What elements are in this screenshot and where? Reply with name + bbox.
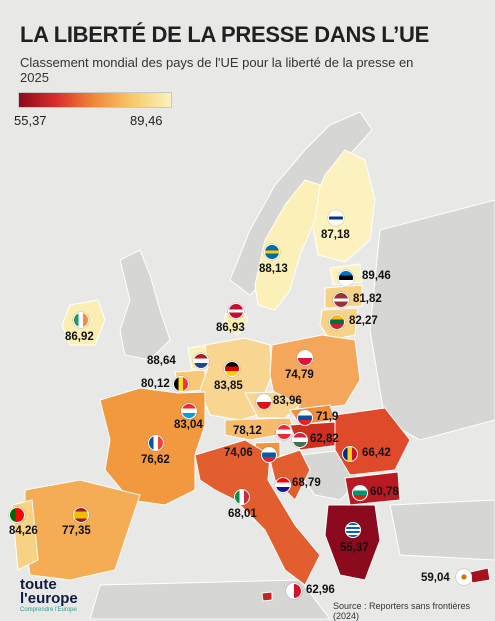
denmark-score-label: 86,93	[216, 322, 245, 334]
germany-score-label: 83,85	[214, 380, 243, 392]
logo-line-1: toute	[20, 576, 57, 593]
toute-leurope-logo: toute l'europe Comprendre l'Europe	[20, 576, 78, 614]
hungary-flag-icon	[292, 432, 308, 448]
greece-score-label: 55,37	[340, 542, 369, 554]
slovenia-score-label: 74,06	[224, 447, 253, 459]
lithuania-score-label: 82,27	[349, 315, 378, 327]
czechia-flag-icon	[256, 394, 272, 410]
germany-flag-icon	[224, 361, 240, 377]
north-africa-shape	[89, 579, 331, 619]
italy-flag-icon	[234, 489, 250, 505]
latvia-score-label: 81,82	[353, 293, 382, 305]
belgium-score-label: 80,12	[141, 378, 170, 390]
slovenia-flag-icon	[261, 447, 277, 463]
denmark-flag-icon	[228, 303, 244, 319]
sweden-score-label: 88,13	[259, 263, 288, 275]
cyprus-flag-icon	[456, 569, 472, 585]
luxembourg-score-label: 83,04	[174, 419, 203, 431]
legend-max-label: 89,46	[130, 113, 163, 128]
cyprus-shape	[469, 567, 491, 584]
finland-shape	[309, 149, 376, 263]
legend-min-label: 55,37	[14, 113, 47, 128]
legend-color-scale	[18, 92, 172, 108]
estonia-score-label: 89,46	[362, 270, 391, 282]
france-flag-icon	[148, 435, 164, 451]
turkey-shape	[389, 499, 495, 561]
poland-score-label: 74,79	[285, 369, 314, 381]
croatia-score-label: 68,79	[292, 477, 321, 489]
finland-score-label: 87,18	[321, 229, 350, 241]
lithuania-flag-icon	[329, 314, 345, 330]
logo-line-2: l'europe	[20, 590, 78, 607]
ireland-score-label: 86,92	[65, 331, 94, 343]
latvia-flag-icon	[333, 292, 349, 308]
greece-flag-icon	[345, 522, 361, 538]
czechia-score-label: 83,96	[273, 395, 302, 407]
poland-shape	[269, 334, 361, 411]
spain-flag-icon	[73, 507, 89, 523]
malta-shape	[261, 591, 273, 602]
malta-score-label: 62,96	[306, 584, 335, 596]
map-subtitle: Classement mondial des pays de l'UE pour…	[20, 55, 414, 85]
italy-score-label: 68,01	[228, 508, 257, 520]
portugal-flag-icon	[9, 507, 25, 523]
hungary-score-label: 62,82	[310, 433, 339, 445]
uk-shape	[119, 249, 171, 361]
france-score-label: 76,62	[141, 454, 170, 466]
estonia-flag-icon	[338, 270, 354, 286]
portugal-score-label: 84,26	[9, 525, 38, 537]
romania-flag-icon	[342, 446, 358, 462]
slovakia-flag-icon	[297, 410, 313, 426]
finland-flag-icon	[328, 210, 344, 226]
netherlands-flag-icon	[193, 353, 209, 369]
romania-score-label: 66,42	[362, 447, 391, 459]
sweden-flag-icon	[264, 244, 280, 260]
source-note: Source : Reporters sans frontières (2024…	[333, 601, 471, 621]
luxembourg-flag-icon	[181, 403, 197, 419]
cyprus-score-label: 59,04	[421, 572, 450, 584]
poland-flag-icon	[297, 350, 313, 366]
croatia-flag-icon	[275, 477, 291, 493]
sweden-shape	[254, 179, 321, 311]
croatia-shape	[269, 449, 311, 501]
bulgaria-score-label: 60,78	[370, 486, 399, 498]
east-europe-shape	[369, 199, 495, 441]
spain-score-label: 77,35	[62, 525, 91, 537]
malta-flag-icon	[286, 583, 302, 599]
logo-tagline: Comprendre l'Europe	[20, 607, 77, 613]
austria-flag-icon	[276, 424, 292, 440]
netherlands-score-label: 88,64	[147, 355, 176, 367]
greece-shape	[324, 504, 381, 581]
map-title: LA LIBERTÉ DE LA PRESSE DANS L’UE	[20, 22, 429, 47]
austria-score-label: 78,12	[233, 425, 262, 437]
bulgaria-flag-icon	[352, 485, 368, 501]
ireland-flag-icon	[73, 312, 89, 328]
belgium-flag-icon	[173, 376, 189, 392]
slovakia-score-label: 71,9	[316, 411, 339, 423]
